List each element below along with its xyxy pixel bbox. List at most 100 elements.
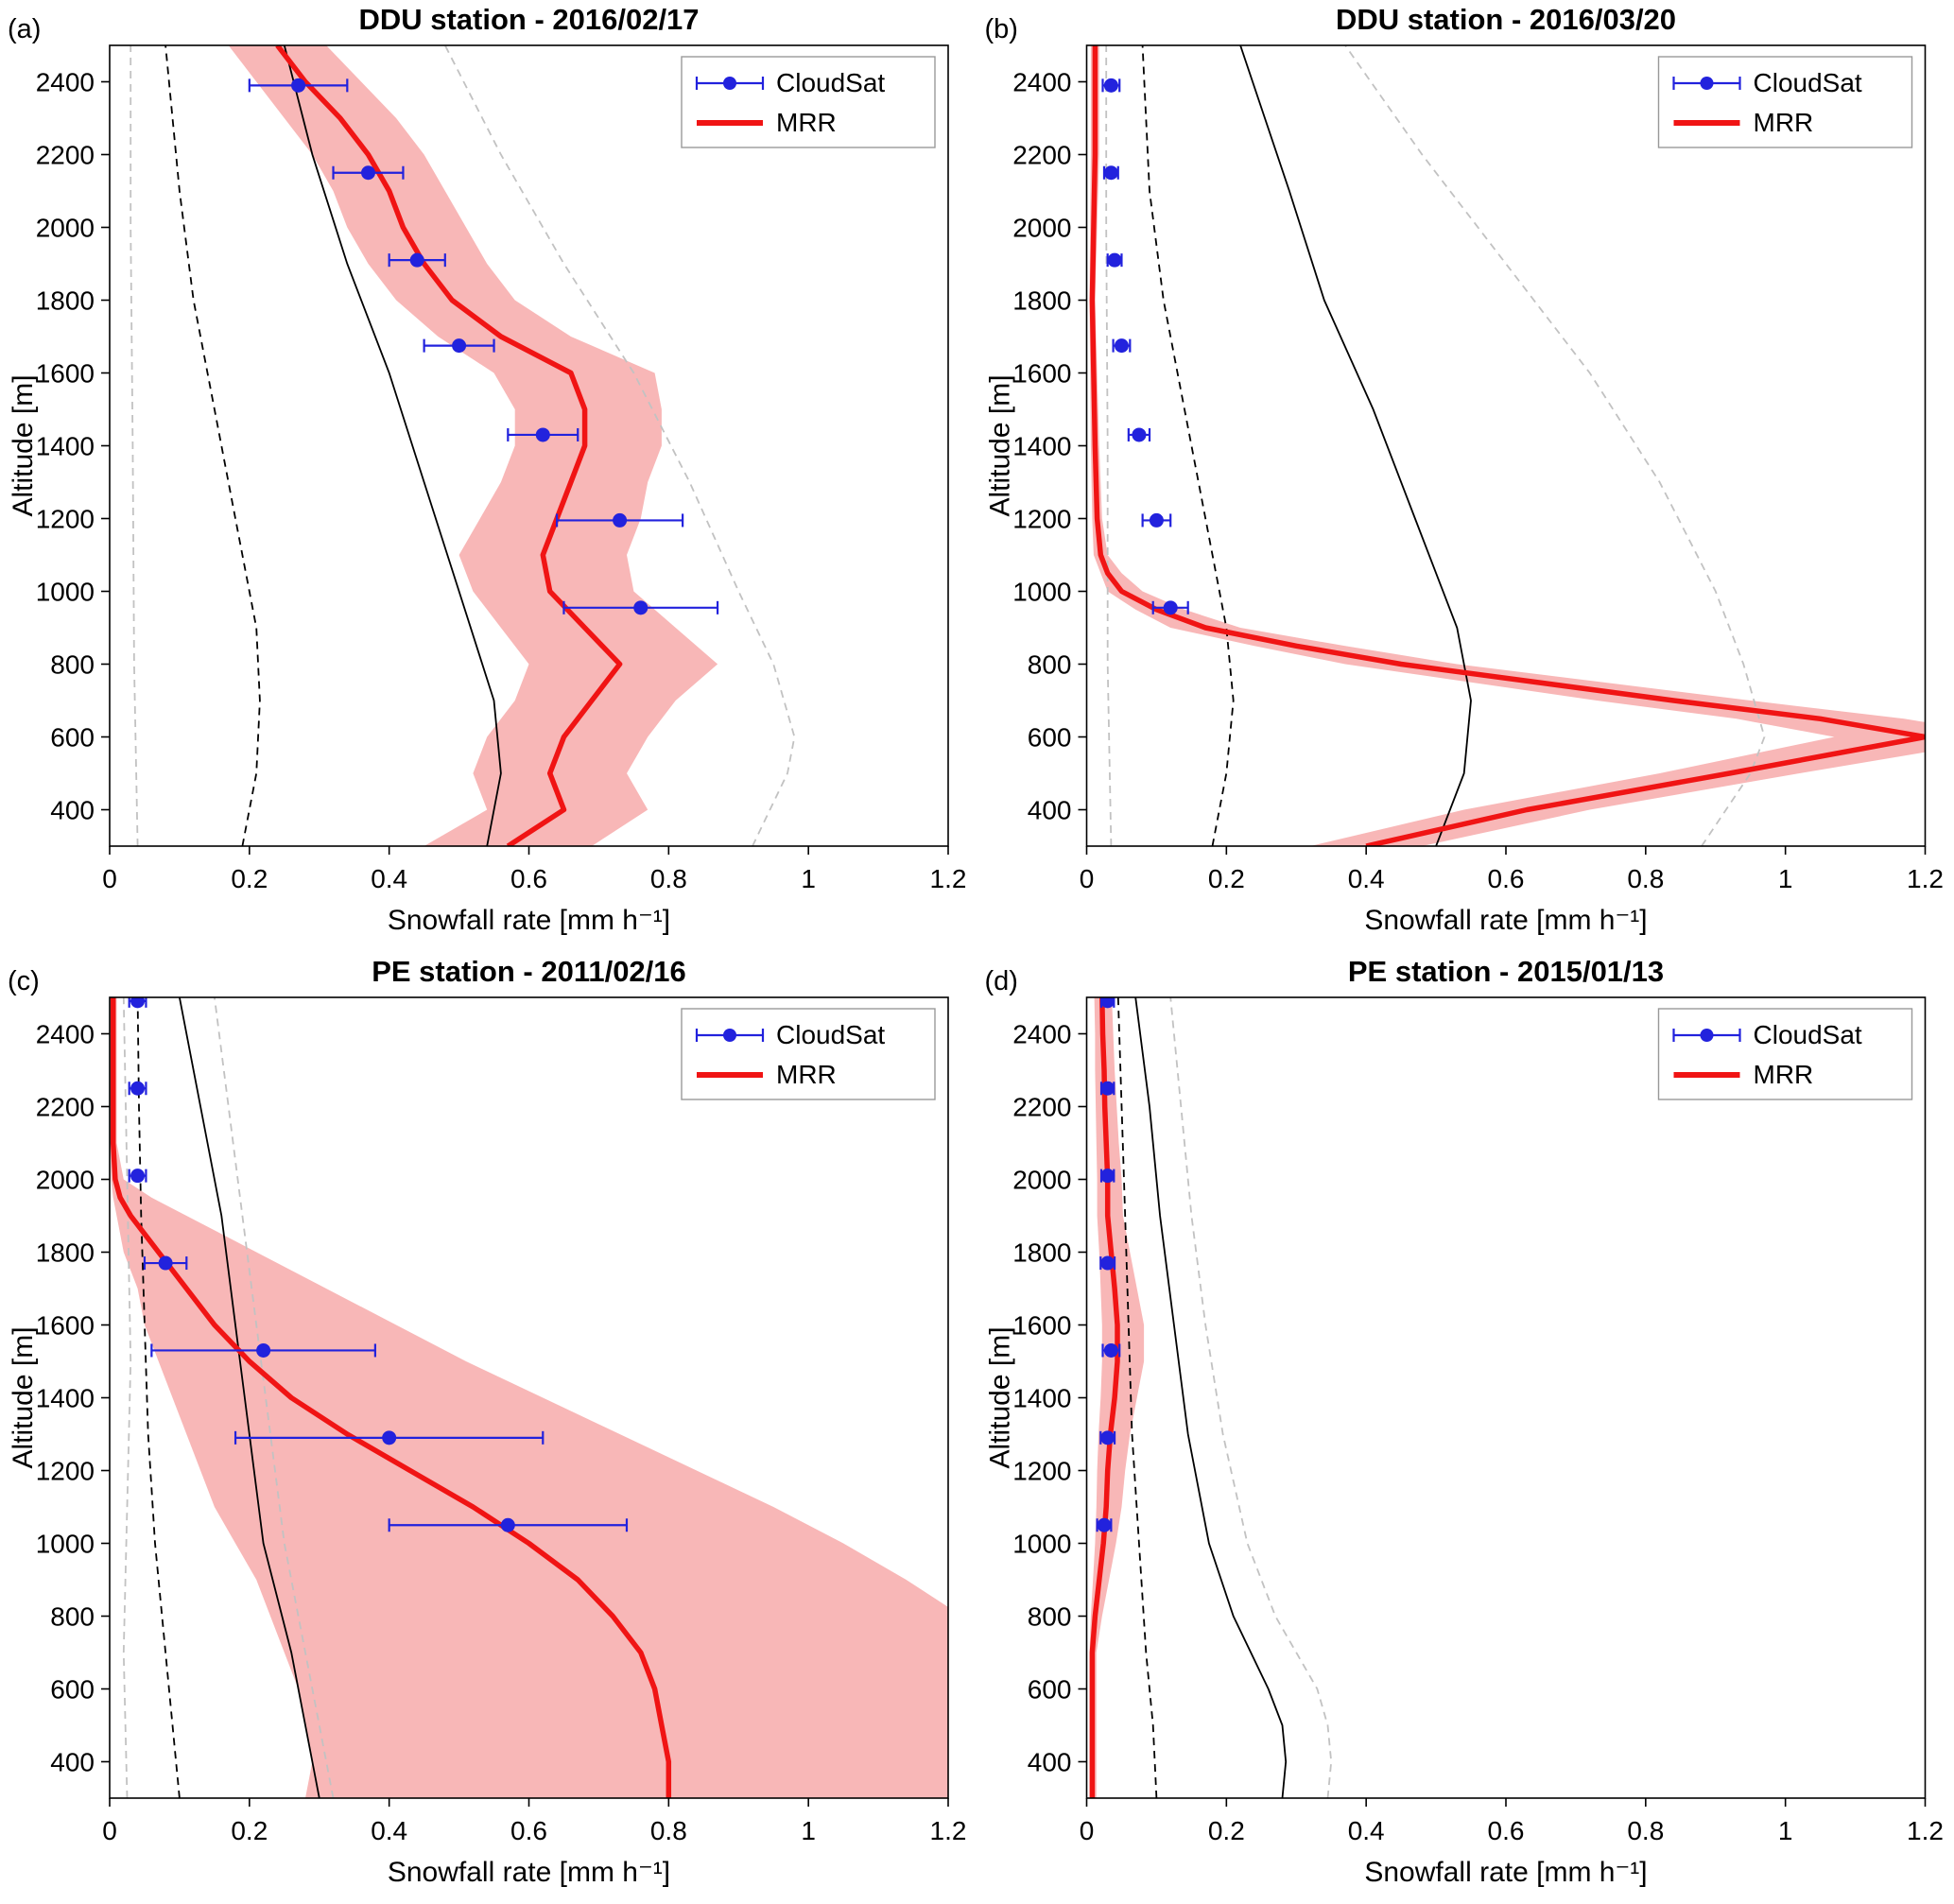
cloudsat-point [1141, 512, 1172, 528]
y-tick-label: 2400 [36, 68, 95, 97]
cloudsat-point [555, 512, 684, 528]
y-tick-label: 1200 [1012, 505, 1071, 534]
x-tick-label: 0.6 [510, 1816, 547, 1845]
x-tick-label: 0.6 [1488, 1816, 1525, 1845]
quantile-black-solid [179, 997, 320, 1798]
legend-mrr-label: MRR [1754, 108, 1814, 137]
y-axis-label: Altitude [m] [985, 374, 1016, 516]
y-tick-label: 1400 [36, 1384, 95, 1413]
cloudsat-point [1099, 1255, 1116, 1271]
x-tick-label: 1.2 [930, 864, 967, 893]
mrr-uncertainty-band [228, 45, 718, 846]
y-tick-label: 1800 [36, 1238, 95, 1268]
y-tick-label: 1200 [1012, 1457, 1071, 1486]
y-tick-label: 2000 [36, 214, 95, 243]
x-tick-label: 0 [102, 864, 117, 893]
quantile-gray-dashed-right [1344, 45, 1766, 846]
mrr-line [110, 997, 672, 1798]
cloudsat-point [1101, 1342, 1121, 1358]
panel-a: 0 0.2 0.4 0.6 0.8 1 1.2 400 600 800 1000 1200 1400 16… [0, 0, 977, 952]
mrr-uncertainty-band [1089, 45, 1926, 846]
x-tick-label: 1 [1778, 1816, 1793, 1845]
quantile-black-dashed [1141, 45, 1235, 846]
chart-pe-20110216: 0 0.2 0.4 0.6 0.8 1 1.2 400 600 800 1000 1200 1400 16… [8, 955, 966, 1888]
x-tick-label: 0.6 [510, 864, 547, 893]
plot-area [110, 997, 948, 1798]
cloudsat-point [150, 1342, 376, 1358]
y-tick-label: 2200 [36, 141, 95, 170]
cloudsat-point [1101, 78, 1121, 93]
mrr-uncertainty-band [110, 997, 948, 1798]
y-tick-label: 2400 [36, 1020, 95, 1049]
x-axis-label: Snowfall rate [mm h⁻¹] [1364, 1857, 1647, 1888]
quantile-gray-dashed-left [122, 997, 132, 1798]
panel-letter: (d) [985, 966, 1018, 996]
y-tick-label: 1800 [1012, 1238, 1071, 1268]
y-tick-label: 2000 [1012, 1166, 1071, 1195]
y-tick-label: 400 [1028, 796, 1072, 825]
y-tick-label: 800 [1028, 1602, 1072, 1632]
x-tick-label: 0.2 [1208, 1816, 1245, 1845]
y-tick-label: 400 [1028, 1748, 1072, 1777]
x-tick-label: 1 [801, 864, 816, 893]
panel-c: 0 0.2 0.4 0.6 0.8 1 1.2 400 600 800 1000 1200 1400 16… [0, 952, 977, 1904]
y-tick-label: 600 [1028, 723, 1072, 753]
panel-title: PE station - 2015/01/13 [1348, 955, 1664, 988]
cloudsat-point [1099, 1081, 1115, 1096]
quantile-black-solid [283, 45, 502, 846]
y-tick-label: 1200 [36, 1457, 95, 1486]
quantile-gray-dashed-left [1105, 45, 1113, 846]
y-tick-label: 400 [50, 796, 95, 825]
legend-box [681, 1008, 936, 1100]
y-tick-label: 800 [50, 650, 95, 680]
quantile-gray-dashed-right [214, 997, 335, 1798]
x-tick-label: 0.4 [1348, 864, 1385, 893]
cloudsat-point [1099, 997, 1115, 1009]
x-tick-label: 0 [1080, 1816, 1095, 1845]
x-tick-label: 0.4 [371, 1816, 407, 1845]
y-tick-label: 600 [1028, 1675, 1072, 1705]
y-tick-label: 2400 [1012, 1020, 1071, 1049]
cloudsat-point [1127, 427, 1151, 442]
y-tick-label: 1400 [1012, 432, 1071, 461]
y-tick-label: 1000 [1012, 1530, 1071, 1559]
x-axis-label: Snowfall rate [mm h⁻¹] [1364, 905, 1647, 936]
quantile-gray-dashed-right [443, 45, 796, 846]
y-tick-label: 800 [1028, 650, 1072, 680]
quantile-black-dashed [164, 45, 261, 846]
cloudsat-point [1102, 165, 1119, 181]
mrr-line [1089, 45, 1926, 846]
legend-box [1657, 56, 1913, 148]
cloudsat-point [332, 165, 405, 181]
legend-box [1657, 1008, 1913, 1100]
legend-cloudsat-marker [1672, 1029, 1741, 1042]
plot-area [1089, 997, 1333, 1798]
y-tick-label: 800 [50, 1602, 95, 1632]
cloudsat-point [248, 78, 349, 93]
cloudsat-point [128, 1168, 147, 1184]
cloudsat-point [507, 427, 579, 442]
y-tick-label: 1000 [36, 578, 95, 607]
cloudsat-point [388, 252, 446, 268]
legend-cloudsat-label: CloudSat [776, 1020, 885, 1049]
panel-title: DDU station - 2016/02/17 [358, 3, 699, 36]
y-tick-label: 1800 [36, 286, 95, 316]
y-axis-label: Altitude [m] [8, 1326, 39, 1468]
x-axis-label: Snowfall rate [mm h⁻¹] [388, 905, 670, 936]
y-tick-label: 600 [50, 723, 95, 753]
x-tick-label: 1.2 [1907, 1816, 1944, 1845]
panel-letter: (b) [985, 14, 1018, 44]
y-tick-label: 2400 [1012, 68, 1071, 97]
y-axis-label: Altitude [m] [8, 374, 39, 516]
cloudsat-point [1099, 1430, 1116, 1445]
y-tick-label: 1400 [36, 432, 95, 461]
panel-b: 0 0.2 0.4 0.6 0.8 1 1.2 400 600 800 1000 1200 1400 16… [977, 0, 1954, 952]
quantile-black-solid [1134, 997, 1288, 1798]
x-tick-label: 0.2 [1208, 864, 1245, 893]
y-tick-label: 2000 [36, 1166, 95, 1195]
y-tick-label: 1600 [1012, 1311, 1071, 1341]
legend-cloudsat-marker [1672, 77, 1741, 90]
x-tick-label: 1 [1778, 864, 1793, 893]
x-axis-label: Snowfall rate [mm h⁻¹] [388, 1857, 670, 1888]
